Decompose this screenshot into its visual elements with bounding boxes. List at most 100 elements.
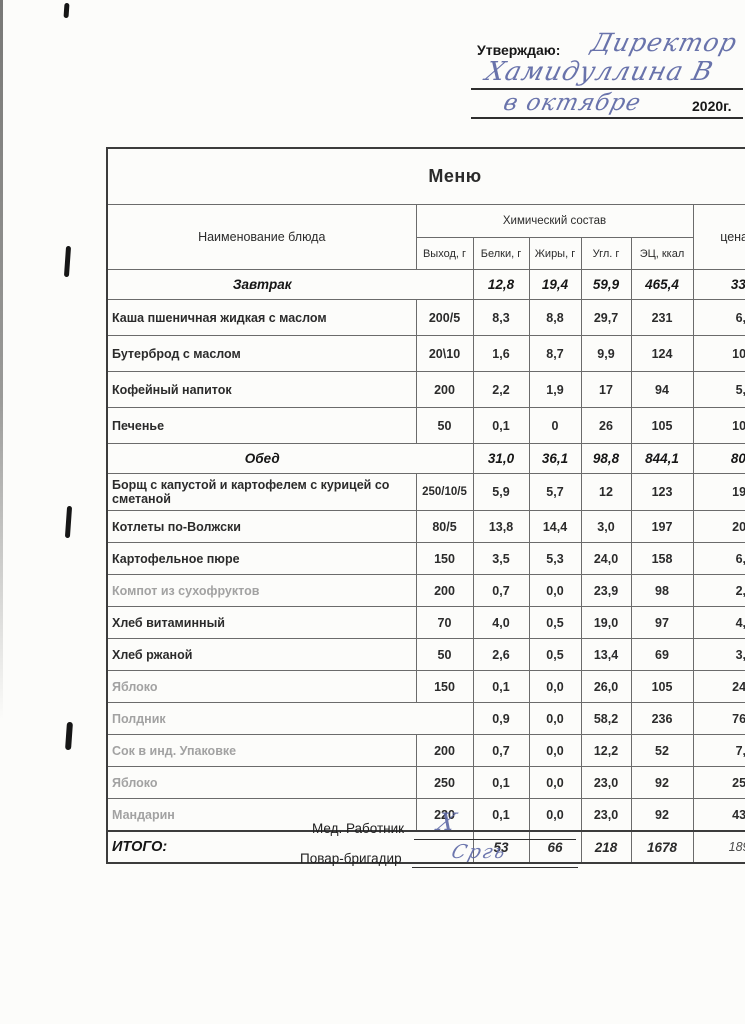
price-cell: 3,06	[692, 638, 745, 671]
carbs-cell: 58,2	[580, 702, 632, 735]
energy-cell: 197	[630, 510, 694, 543]
section-name: Завтрак	[106, 269, 474, 300]
out-cell: 200	[415, 371, 474, 408]
protein-cell: 2,6	[472, 638, 530, 671]
protein-cell: 1,6	[472, 335, 530, 372]
col-header-price: цена, руб	[692, 204, 745, 270]
price-cell: 5,07	[692, 371, 745, 408]
out-cell: 50	[415, 407, 474, 444]
protein-cell: 0,1	[472, 766, 530, 799]
approval-underline-1	[471, 88, 743, 90]
price-cell: 20,46	[692, 510, 745, 543]
out-cell: 20\10	[415, 335, 474, 372]
fat-cell: 0,0	[528, 702, 582, 735]
col-header-fat: Жиры, г	[528, 237, 582, 270]
fat-cell: 5,3	[528, 542, 582, 575]
out-cell: 80/5	[415, 510, 474, 543]
total-row: ИТОГО: 53 66 218 1678 189,60	[106, 830, 745, 864]
energy-cell: 231	[630, 299, 694, 336]
table-row: Яблоко 150 0,1 0,0 26,0 105 24,80	[106, 670, 745, 703]
price-cell: 25,69	[692, 766, 745, 799]
protein-cell: 0,1	[472, 670, 530, 703]
table-row: Яблоко 250 0,1 0,0 23,0 92 25,69	[106, 766, 745, 799]
price-cell: 43,66	[692, 798, 745, 832]
year-label: 2020г.	[692, 98, 732, 114]
section-name: Обед	[106, 443, 474, 474]
dish-name-cell: Яблоко	[106, 766, 417, 799]
protein-cell: 5,9	[472, 473, 530, 511]
energy-cell: 92	[630, 798, 694, 832]
protein-cell: 2,2	[472, 371, 530, 408]
header-group-row: Наименование блюда Химический состав цен…	[106, 204, 745, 270]
col-header-energy: ЭЦ, ккал	[630, 237, 694, 270]
protein-cell: 0,9	[472, 702, 530, 735]
col-header-carbs: Угл. г	[580, 237, 632, 270]
carbs-cell: 24,0	[580, 542, 632, 575]
carbs-cell: 13,4	[580, 638, 632, 671]
energy-cell: 69	[630, 638, 694, 671]
dish-name-cell: Хлеб ржаной	[106, 638, 417, 671]
carbs-cell: 17	[580, 371, 632, 408]
energy-cell: 52	[630, 734, 694, 767]
dish-name-cell: Каша пшеничная жидкая с маслом	[106, 299, 417, 336]
handwritten-name-line: Хамидуллина В	[482, 57, 717, 87]
energy-cell: 1678	[630, 830, 694, 864]
fat-cell: 66	[528, 830, 582, 864]
table-row: Борщ с капустой и картофелем с курицей с…	[106, 473, 745, 511]
fat-cell: 8,7	[528, 335, 582, 372]
fat-cell: 0,5	[528, 606, 582, 639]
price-cell: 10,50	[692, 407, 745, 444]
energy-cell: 105	[630, 407, 694, 444]
fat-cell: 1,9	[528, 371, 582, 408]
energy-cell: 105	[630, 670, 694, 703]
fat-cell: 0,0	[528, 734, 582, 767]
dish-name-cell: Котлеты по-Волжски	[106, 510, 417, 543]
price-cell: 6,73	[692, 299, 745, 336]
energy-cell: 236	[630, 702, 694, 735]
energy-cell: 158	[630, 542, 694, 575]
fat-cell: 0,5	[528, 638, 582, 671]
fat-cell: 19,4	[528, 269, 582, 300]
carbs-cell: 23,0	[580, 766, 632, 799]
energy-cell: 97	[630, 606, 694, 639]
energy-cell: 94	[630, 371, 694, 408]
price-cell: 2,09	[692, 574, 745, 607]
out-cell: 250/10/5	[415, 473, 474, 511]
carbs-cell: 3,0	[580, 510, 632, 543]
dish-name-cell: Хлеб витаминный	[106, 606, 417, 639]
energy-cell: 123	[630, 473, 694, 511]
price-cell: 33,16	[692, 269, 745, 300]
price-cell: 76,44	[692, 702, 745, 735]
protein-cell: 0,7	[472, 734, 530, 767]
cook-brigadier-label: Повар-бригадир	[300, 851, 402, 866]
energy-cell: 844,1	[630, 443, 694, 474]
out-cell: 150	[415, 670, 474, 703]
price-cell: 19,00	[692, 473, 745, 511]
table-row: Хлеб ржаной 50 2,6 0,5 13,4 69 3,06	[106, 638, 745, 671]
protein-cell: 8,3	[472, 299, 530, 336]
dish-name-cell: Бутерброд с маслом	[106, 335, 417, 372]
binding-ink-mark	[63, 2, 70, 19]
dish-name-cell: Картофельное пюре	[106, 542, 417, 575]
energy-cell: 92	[630, 766, 694, 799]
menu-title-row: Меню	[106, 147, 745, 205]
table-row: Компот из сухофруктов 200 0,7 0,0 23,9 9…	[106, 574, 745, 607]
carbs-cell: 23,9	[580, 574, 632, 607]
table-row: Картофельное пюре 150 3,5 5,3 24,0 158 6…	[106, 542, 745, 575]
price-cell: 4,37	[692, 606, 745, 639]
dish-name-cell: Сок в инд. Упаковке	[106, 734, 417, 767]
table-row: Мандарин 220 0,1 0,0 23,0 92 43,66	[106, 798, 745, 832]
fat-cell: 0	[528, 407, 582, 444]
approval-underline-2	[471, 117, 743, 119]
out-cell: 250	[415, 766, 474, 799]
protein-cell: 53	[472, 830, 530, 864]
binding-ink-mark	[64, 505, 73, 539]
med-worker-label: Мед. Работник	[312, 821, 405, 836]
fat-cell: 5,7	[528, 473, 582, 511]
protein-cell: 0,7	[472, 574, 530, 607]
energy-cell: 124	[630, 335, 694, 372]
handwritten-director-line: Директор школ	[588, 28, 745, 57]
carbs-cell: 218	[580, 830, 632, 864]
carbs-cell: 98,8	[580, 443, 632, 474]
